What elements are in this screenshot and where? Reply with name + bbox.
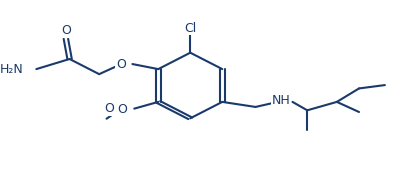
Text: Cl: Cl [184,22,196,35]
Text: H₂N: H₂N [0,63,23,76]
Text: O: O [61,24,70,37]
Text: NH: NH [271,94,290,107]
Text: O: O [115,102,125,115]
Text: O: O [115,58,126,71]
Text: O: O [104,102,114,115]
Text: O: O [117,103,126,116]
